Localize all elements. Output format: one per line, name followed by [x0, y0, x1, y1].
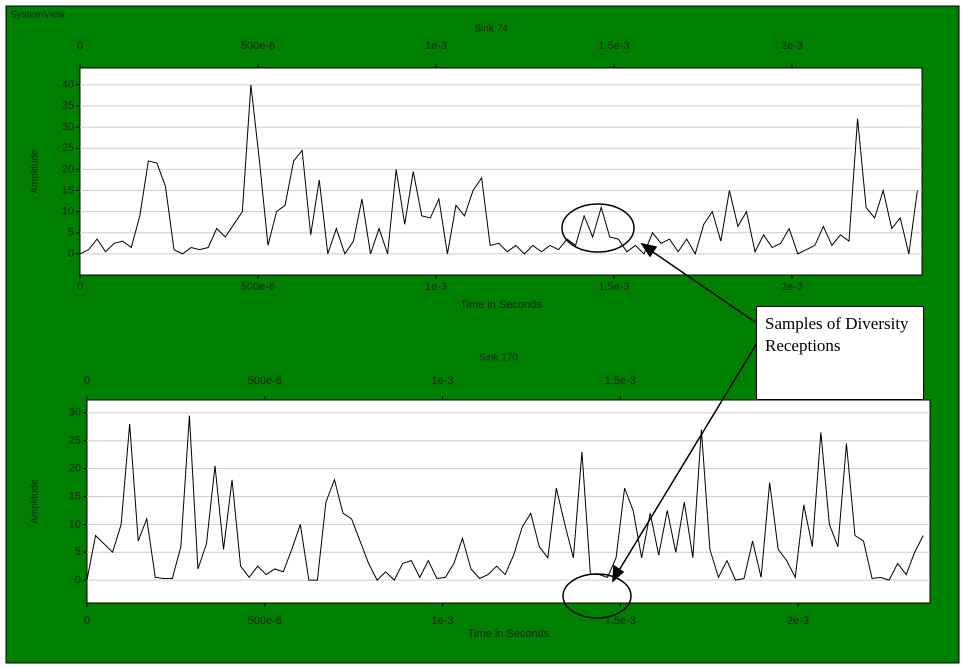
x-tick-label-top: 1.5e-3 — [605, 375, 636, 387]
x-tick-label: 1e-3 — [425, 281, 447, 293]
x-tick-label-top: 1e-3 — [432, 375, 454, 387]
y-tick-label: 35 — [62, 100, 74, 112]
y-tick-label: 25 — [62, 142, 74, 154]
y-tick-label: 20 — [69, 463, 81, 475]
y-axis-label: Amplitude — [30, 149, 41, 194]
x-tick-label-top: 500e-6 — [248, 375, 282, 387]
x-tick-label: 2e-3 — [787, 615, 809, 627]
x-tick-label: 1.5e-3 — [598, 281, 629, 293]
y-tick-label: 25 — [69, 435, 81, 447]
window-title: SystemView — [10, 10, 66, 21]
x-tick-label-top: 500e-6 — [241, 40, 275, 52]
x-tick-label: 1e-3 — [432, 615, 454, 627]
y-tick-label: 40 — [62, 79, 74, 91]
data-line — [79, 84, 918, 256]
x-tick-label: 500e-6 — [248, 615, 282, 627]
x-tick-label: 0 — [84, 615, 90, 627]
y-tick-label: 15 — [62, 184, 74, 196]
annotations — [561, 203, 761, 619]
annotation-box: Samples of Diversity Receptions — [756, 306, 924, 400]
y-tick-label: 10 — [62, 206, 74, 218]
arrow-head — [640, 242, 658, 258]
x-tick-label-top: 2e-3 — [781, 40, 803, 52]
arrow — [649, 249, 756, 323]
x-tick-label-top: 1.5e-3 — [598, 40, 629, 52]
plots: Sink 74 Time in Seconds Amplitude 0 5 10 15 20 2… — [30, 24, 931, 640]
y-tick-label: 0 — [75, 574, 81, 586]
x-tick-label-top: 0 — [84, 375, 90, 387]
x-tick-label-top: 1e-3 — [425, 40, 447, 52]
chart-title: Sink 170 — [479, 353, 518, 364]
y-tick-label: 15 — [69, 490, 81, 502]
y-tick-label: 20 — [62, 163, 74, 175]
x-tick-label-top: 0 — [77, 40, 83, 52]
arrow-head — [612, 564, 625, 583]
y-axis-label: Amplitude — [30, 479, 41, 524]
plot-area — [86, 399, 931, 604]
chart-title: Sink 74 — [474, 24, 508, 35]
x-tick-label: 2e-3 — [781, 281, 803, 293]
highlight-ellipse — [562, 573, 632, 619]
y-tick-label: 30 — [69, 407, 81, 419]
plot-area — [79, 67, 923, 276]
data-line — [86, 415, 924, 581]
highlight-ellipse — [561, 203, 635, 253]
y-tick-label: 5 — [68, 227, 74, 239]
x-tick-label: 1.5e-3 — [605, 615, 636, 627]
arrow — [617, 337, 761, 573]
y-tick-label: 5 — [75, 546, 81, 558]
x-axis-label: Time in Seconds — [468, 628, 550, 640]
y-tick-label: 10 — [69, 518, 81, 530]
y-tick-label: 0 — [68, 248, 74, 260]
y-tick-label: 30 — [62, 121, 74, 133]
x-tick-label: 0 — [77, 281, 83, 293]
x-tick-label: 500e-6 — [241, 281, 275, 293]
x-axis-label: Time in Seconds — [460, 299, 542, 311]
